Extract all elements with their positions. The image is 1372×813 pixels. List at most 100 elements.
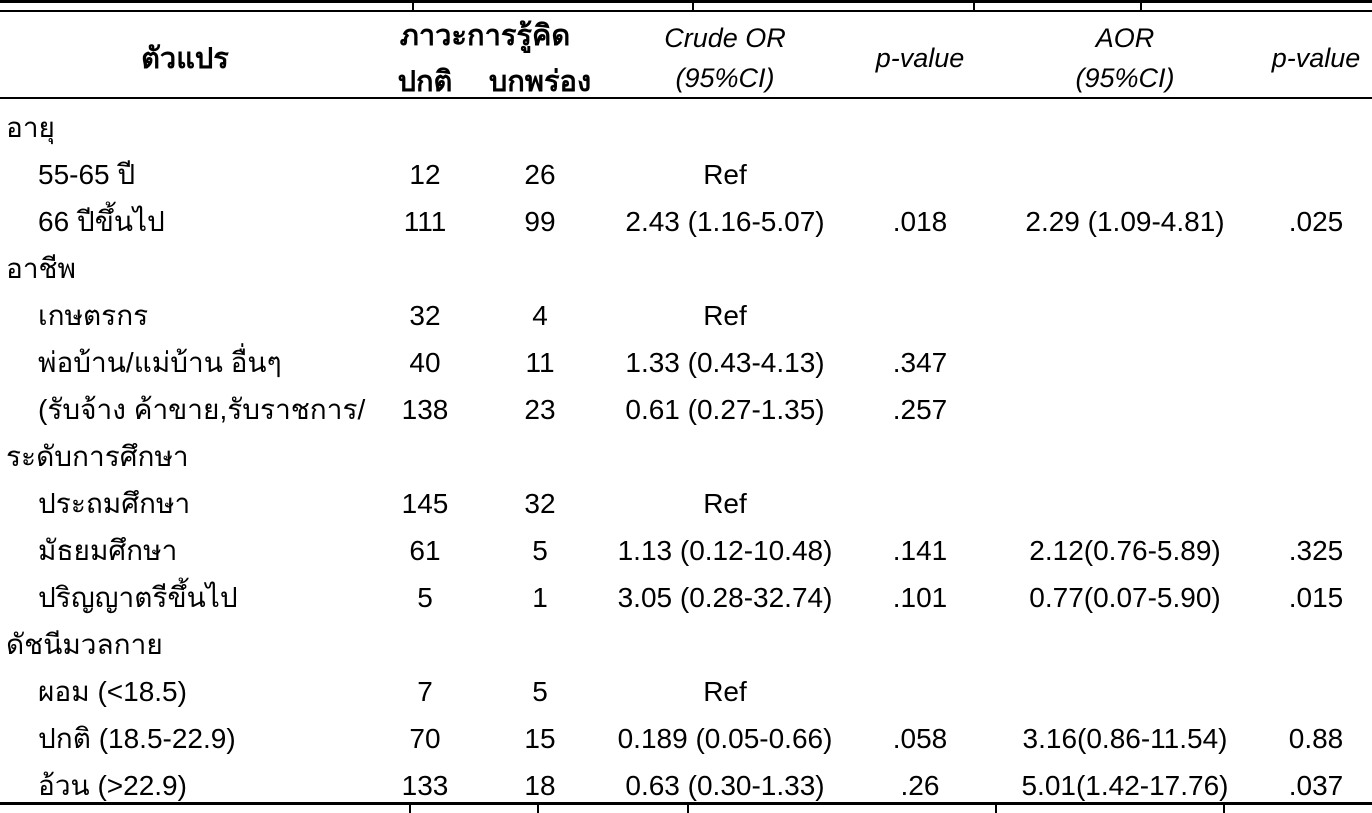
cell-impaired [480, 433, 600, 480]
cell-p-value: .058 [892, 722, 948, 754]
table-row: เกษตรกร 32 4 Ref [0, 292, 1372, 339]
cell-impaired: 23 [524, 393, 556, 425]
row-label: 66 ปีขึ้นไป [38, 205, 165, 237]
row-label: มัธยมศึกษา [38, 534, 178, 566]
cell-crude-or: 0.61 (0.27-1.35) [625, 393, 825, 425]
row-label: ปริญญาตรีขึ้นไป [38, 581, 238, 613]
cell-normal: 32 [409, 299, 441, 331]
cell-crude-or: Ref [703, 487, 747, 519]
cell-p-value: .26 [900, 769, 940, 801]
cell-impaired: 99 [524, 205, 556, 237]
cell-aor: 3.16(0.86-11.54) [1022, 722, 1228, 754]
gridline-stub [537, 802, 539, 813]
row-label: อาชีพ [6, 252, 76, 284]
table-header: ตัวแปร ภาวะการรู้คิด Crude OR (95%CI) p-… [0, 12, 1372, 104]
cell-impaired: 26 [524, 158, 556, 190]
cell-aor [990, 668, 1260, 715]
gridline-stub [692, 0, 694, 11]
group-row: อาชีพ [0, 245, 1372, 292]
row-label: ระดับการศึกษา [6, 440, 189, 472]
cell-normal: 138 [401, 393, 449, 425]
row-label: ผอม (<18.5) [38, 675, 187, 707]
cell-normal: 145 [401, 487, 449, 519]
cell-normal [370, 104, 480, 151]
cell-aor [990, 621, 1260, 668]
cell-p-value-2 [1260, 339, 1372, 386]
cell-impaired: 32 [524, 487, 556, 519]
table-row: พ่อบ้าน/แม่บ้าน อื่นๆ 40 11 1.33 (0.43-4.13… [0, 339, 1372, 386]
cell-aor: 2.29 (1.09-4.81) [1025, 205, 1225, 237]
cell-normal: 111 [403, 205, 447, 237]
cell-p-value-2: .037 [1288, 769, 1344, 801]
cell-impaired [480, 621, 600, 668]
row-label: 55-65 ปี [38, 158, 136, 190]
cell-p-value-2 [1260, 621, 1372, 668]
cell-impaired: 4 [532, 299, 548, 331]
cell-p-value: .101 [892, 581, 948, 613]
cell-aor [990, 386, 1260, 433]
cell-aor: 5.01(1.42-17.76) [1021, 769, 1229, 801]
header-aor-line1: AOR [1095, 23, 1155, 53]
cell-p-value: .347 [892, 346, 948, 378]
cell-normal: 40 [409, 346, 441, 378]
row-label: อ้วน (>22.9) [38, 769, 187, 801]
gridline-stub [1140, 0, 1142, 11]
cell-normal [370, 621, 480, 668]
cell-aor: 2.12(0.76-5.89) [1029, 534, 1221, 566]
header-aor-line2: (95%CI) [1075, 63, 1175, 93]
cell-p-value [850, 151, 990, 198]
cell-p-value: .141 [892, 534, 948, 566]
cell-crude-or: 1.13 (0.12-10.48) [617, 534, 833, 566]
cell-p-value-2 [1260, 292, 1372, 339]
table-row: ผอม (<18.5) 7 5 Ref [0, 668, 1372, 715]
table-row: อ้วน (>22.9) 133 18 0.63 (0.30-1.33) .26 5.01… [0, 762, 1372, 809]
cell-normal: 5 [417, 581, 433, 613]
header-cognition-group: ภาวะการรู้คิด [399, 20, 571, 52]
cell-normal [370, 433, 480, 480]
table-row: 66 ปีขึ้นไป 111 99 2.43 (1.16-5.07) .018 2.29… [0, 198, 1372, 245]
cell-p-value-2: 0.88 [1288, 722, 1344, 754]
table-row: 55-65 ปี 12 26 Ref [0, 151, 1372, 198]
cell-aor [990, 433, 1260, 480]
gridline-stub [412, 0, 414, 11]
header-variable: ตัวแปร [141, 43, 229, 75]
cell-p-value: .018 [892, 205, 948, 237]
table-top-rule [0, 10, 1372, 12]
cell-normal: 70 [409, 722, 441, 754]
cell-p-value-2 [1260, 668, 1372, 715]
cell-impaired: 5 [532, 534, 548, 566]
cell-p-value [850, 292, 990, 339]
row-label: ปกติ (18.5-22.9) [38, 722, 236, 754]
table-row: มัธยมศึกษา 61 5 1.13 (0.12-10.48) .141 2.12(0… [0, 527, 1372, 574]
cell-p-value-2 [1260, 433, 1372, 480]
odds-ratio-table: ตัวแปร ภาวะการรู้คิด Crude OR (95%CI) p-… [0, 12, 1372, 809]
cell-normal [370, 245, 480, 292]
cell-p-value-2 [1260, 151, 1372, 198]
table-row: ปกติ (18.5-22.9) 70 15 0.189 (0.05-0.66) .05… [0, 715, 1372, 762]
cell-p-value-2 [1260, 245, 1372, 292]
cell-p-value [850, 668, 990, 715]
gridline-stub [973, 0, 975, 11]
table-row: ปริญญาตรีขึ้นไป 5 1 3.05 (0.28-32.74) .101 0.… [0, 574, 1372, 621]
row-label: อายุ [6, 111, 55, 143]
header-impaired: บกพร่อง [488, 66, 592, 98]
top-artifact-rule [0, 0, 1372, 3]
cell-p-value-2: .025 [1288, 205, 1344, 237]
cell-normal: 12 [409, 158, 441, 190]
group-row: ระดับการศึกษา [0, 433, 1372, 480]
cell-impaired: 11 [525, 346, 555, 378]
cell-crude-or [600, 621, 850, 668]
gridline-stub [995, 802, 997, 813]
header-crude-or-line1: Crude OR [664, 23, 786, 53]
cell-p-value [850, 621, 990, 668]
cell-crude-or: Ref [703, 675, 747, 707]
cell-p-value-2 [1260, 386, 1372, 433]
cell-crude-or [600, 433, 850, 480]
cell-impaired: 1 [532, 581, 548, 613]
cell-crude-or [600, 245, 850, 292]
cell-crude-or: 0.189 (0.05-0.66) [617, 722, 833, 754]
cell-p-value-2: .325 [1288, 534, 1344, 566]
cell-crude-or: 1.33 (0.43-4.13) [625, 346, 825, 378]
header-p-value-1: p-value [875, 42, 965, 73]
cell-p-value [850, 104, 990, 151]
